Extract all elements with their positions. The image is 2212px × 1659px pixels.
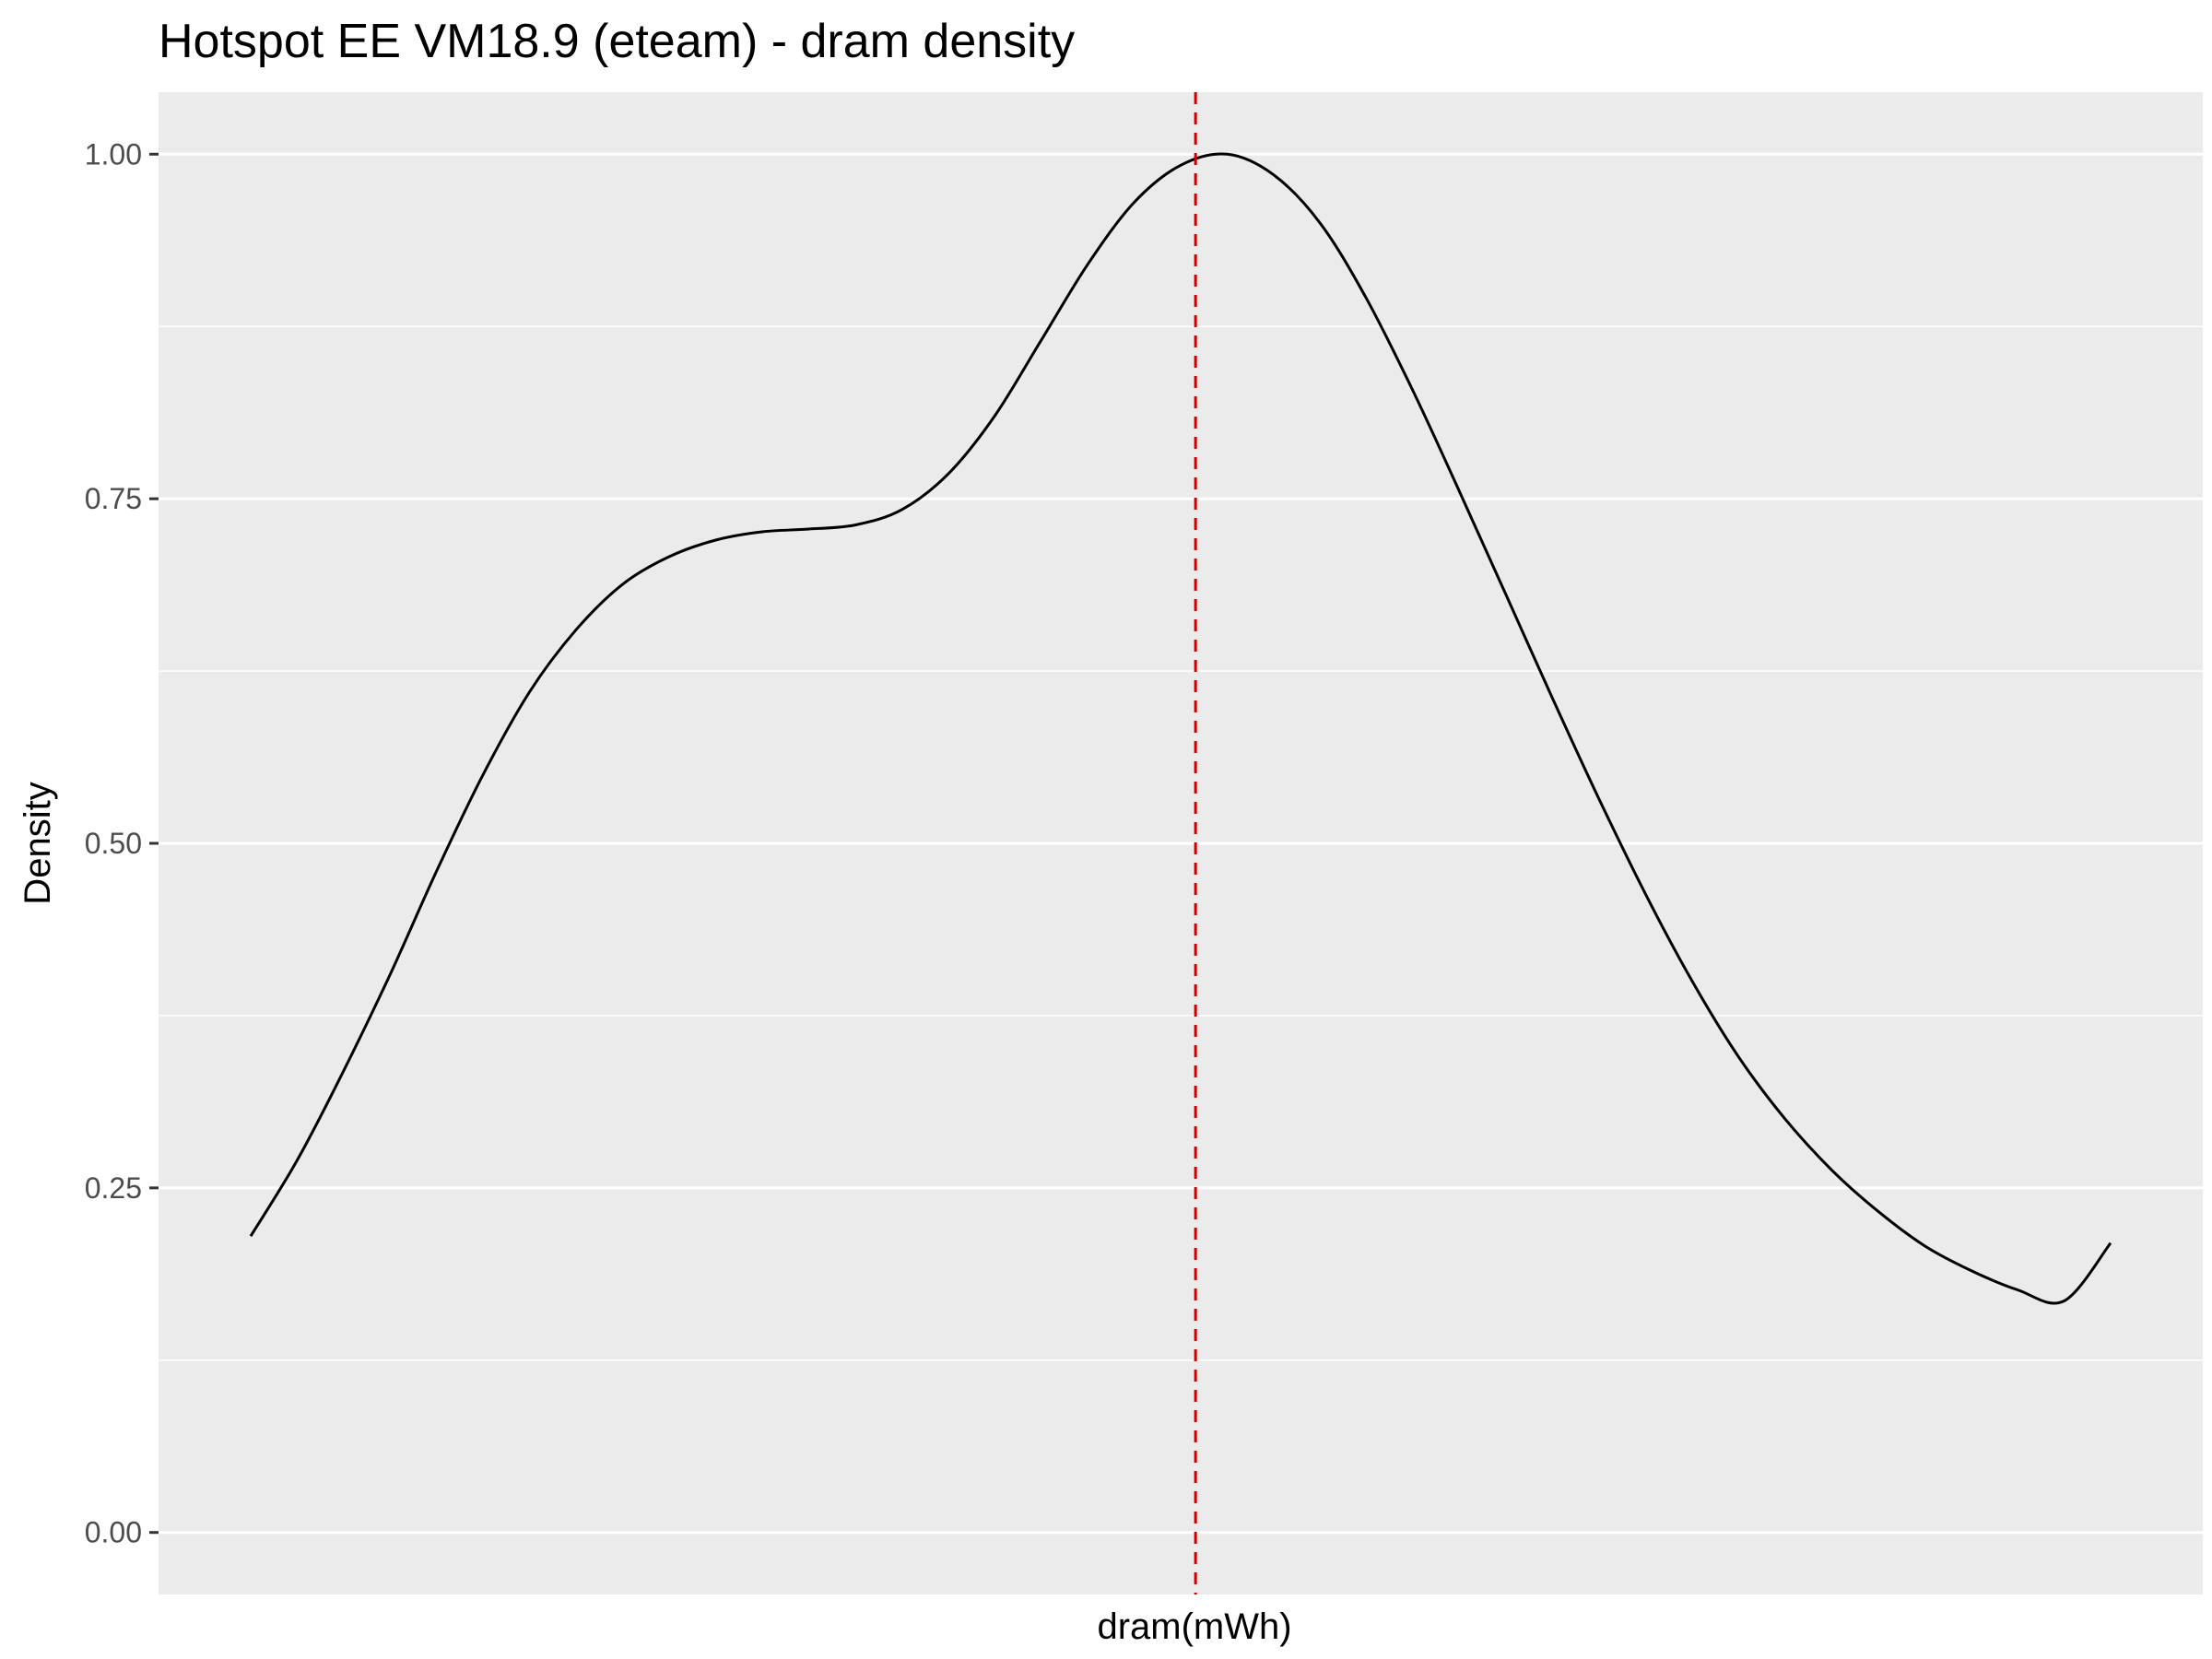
y-axis-tick-labels: 0.00 0.25 0.50 0.75 1.00	[85, 137, 142, 1548]
chart-title: Hotspot EE VM18.9 (eteam) - dram density	[159, 15, 1075, 68]
x-axis-title: dram(mWh)	[1097, 1606, 1291, 1647]
y-axis-title: Density	[18, 782, 58, 904]
y-tick-label: 0.25	[85, 1171, 142, 1205]
density-curve	[249, 152, 2112, 1305]
y-tick-label: 0.00	[85, 1516, 142, 1549]
y-tick-label: 1.00	[85, 137, 142, 171]
y-tick-label: 0.75	[85, 482, 142, 515]
y-axis-ticks	[149, 152, 159, 1535]
minor-gridlines	[159, 325, 2203, 1361]
major-gridlines	[159, 152, 2203, 1535]
y-tick-label: 0.50	[85, 827, 142, 860]
